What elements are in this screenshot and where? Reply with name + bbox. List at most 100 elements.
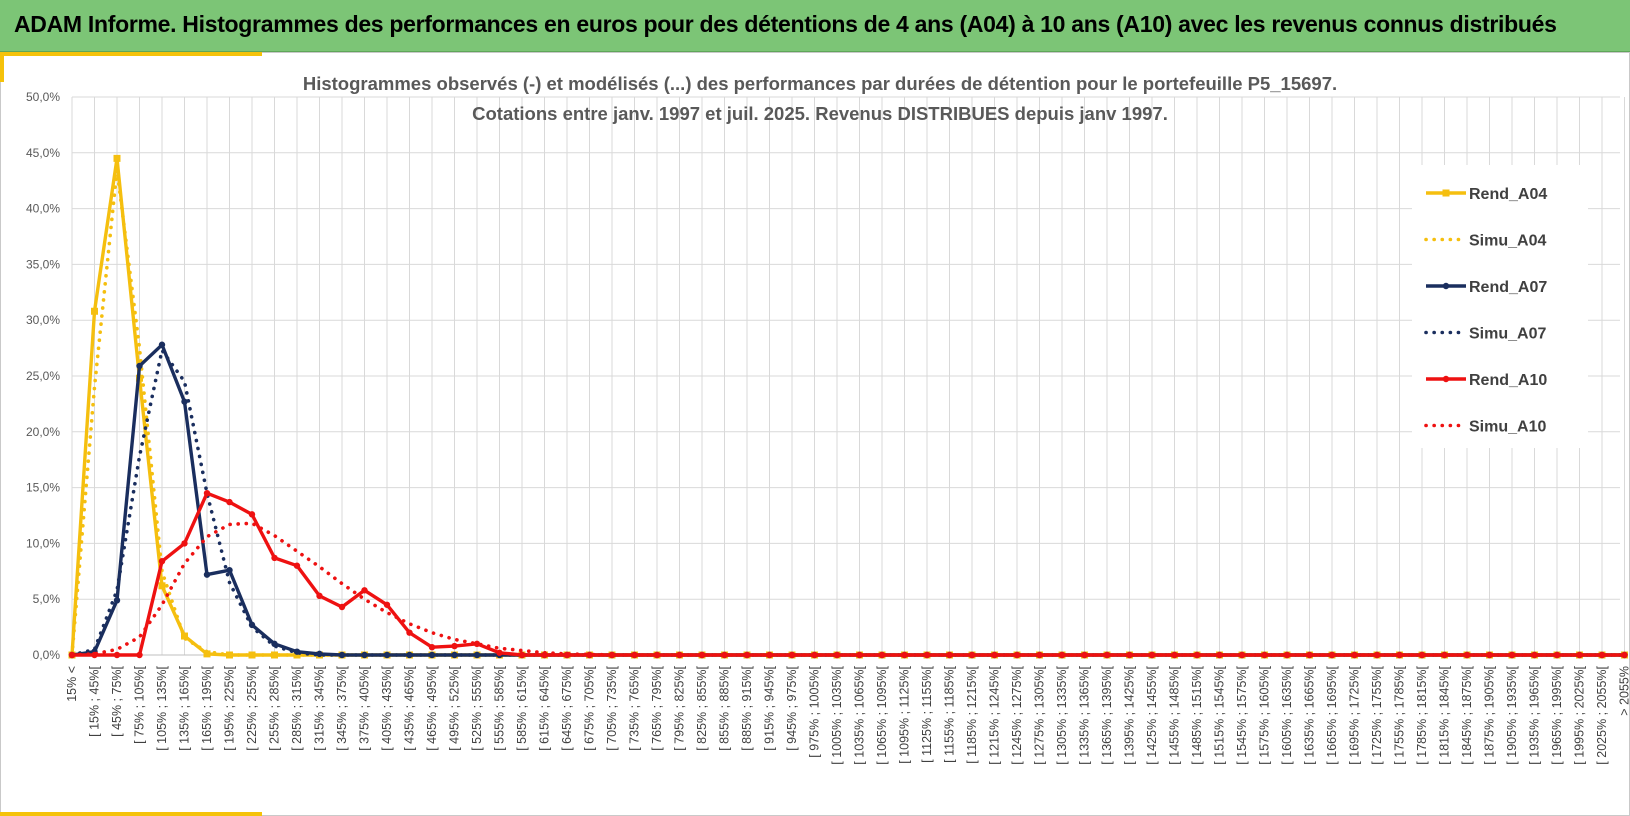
data-point-rend-a10 — [203, 489, 211, 497]
data-point-rend-a10 — [1081, 651, 1088, 659]
accent-bar-left — [0, 52, 4, 82]
x-tick-label: [ 555% ; 585%[ — [493, 665, 507, 750]
legend: Rend_A04 Simu_A04 Rend_A07 Simu_A07 Rend_A10… — [1424, 186, 1547, 436]
data-point-rend-a10 — [406, 629, 413, 636]
x-tick-label: [ 1515% ; 1545%[ — [1213, 665, 1227, 764]
x-tick-label: [ 165% ; 195%[ — [200, 665, 214, 750]
legend-label-rend-a07: Rend_A07 — [1469, 279, 1547, 296]
x-tick-label: [ 1815% ; 1845%[ — [1438, 665, 1452, 764]
x-tick-label: [ 2025% ; 2055%[ — [1595, 665, 1609, 764]
data-point-rend-a04 — [181, 632, 188, 640]
series-line-simu-a07 — [70, 348, 1627, 657]
x-tick-label: [ 915% ; 945%[ — [763, 665, 777, 750]
data-point-rend-a10 — [338, 603, 346, 611]
data-point-rend-a04 — [203, 650, 211, 658]
data-point-rend-a04 — [158, 582, 166, 590]
x-tick-label: [ 225% ; 255%[ — [245, 665, 259, 750]
x-tick-label: [ 75% ; 105%[ — [133, 665, 147, 743]
y-tick-label: 15,0% — [26, 481, 60, 495]
data-point-rend-a10 — [1306, 651, 1313, 659]
y-tick-label: 20,0% — [26, 425, 60, 439]
legend-label-simu-a04: Simu_A04 — [1469, 233, 1546, 250]
x-tick-label: [ 1875% ; 1905%[ — [1483, 665, 1497, 764]
data-point-rend-a07 — [406, 651, 413, 659]
x-tick-label: [ 1365% ; 1395%[ — [1100, 665, 1114, 764]
x-tick-label: [ 1035% ; 1065%[ — [853, 665, 867, 764]
data-point-rend-a10 — [496, 649, 503, 656]
data-point-rend-a10 — [316, 592, 323, 600]
legend-background — [1412, 165, 1588, 448]
chart-title-line-1: Histogrammes observés (-) et modélisés (… — [303, 73, 1337, 94]
x-axis-ticks: 15% < [ 15% ; 45%[[ 45% ; 75%[[ 75% ; 105… — [65, 665, 1630, 764]
data-point-rend-a10 — [1486, 651, 1493, 659]
y-tick-label: 40,0% — [26, 202, 60, 216]
data-point-rend-a10 — [676, 651, 683, 659]
x-tick-label: [ 1065% ; 1095%[ — [875, 665, 889, 764]
y-tick-label: 45,0% — [26, 146, 60, 160]
data-point-rend-a10 — [361, 587, 368, 594]
data-point-rend-a07 — [428, 651, 436, 659]
x-tick-label: [ 1485% ; 1515%[ — [1190, 665, 1204, 764]
x-tick-label: [ 1605% ; 1635%[ — [1280, 665, 1294, 764]
data-point-rend-a07 — [158, 341, 166, 348]
x-tick-label: [ 1125% ; 1155%[ — [920, 665, 934, 762]
data-point-rend-a10 — [1193, 651, 1201, 659]
y-tick-label: 30,0% — [26, 313, 60, 327]
data-point-rend-a10 — [991, 651, 998, 659]
data-point-rend-a10 — [158, 558, 166, 565]
data-point-rend-a10 — [788, 651, 796, 659]
x-tick-label: [ 975% ; 1005%[ — [808, 665, 822, 757]
x-tick-label: [ 1215% ; 1245%[ — [988, 665, 1002, 764]
x-tick-label: [ 945% ; 975%[ — [785, 665, 799, 750]
x-tick-label: [ 1455% ; 1485%[ — [1168, 665, 1182, 764]
x-tick-label: [ 585% ; 615%[ — [515, 665, 529, 750]
y-tick-label: 35,0% — [26, 257, 60, 271]
accent-bar-bottom — [0, 812, 262, 816]
x-tick-label: [ 1905% ; 1935%[ — [1505, 665, 1519, 764]
x-tick-label: [ 825% ; 855%[ — [695, 665, 709, 750]
y-axis-ticks: 0,0% 5,0% 10,0% 15,0% 20,0% 25,0% 30,0% 35,0% 40… — [26, 90, 60, 662]
legend-marker-rend-a10 — [1442, 375, 1450, 383]
x-tick-label: [ 315% ; 345%[ — [313, 665, 327, 750]
gridlines — [71, 96, 1625, 655]
x-tick-label: [ 405% ; 435%[ — [380, 665, 394, 750]
x-tick-label: [ 1545% ; 1575%[ — [1235, 665, 1249, 764]
x-tick-label: [ 495% ; 525%[ — [448, 665, 462, 750]
data-point-rend-a07 — [316, 650, 323, 658]
y-tick-label: 25,0% — [26, 369, 60, 383]
x-tick-label: [ 1845% ; 1875%[ — [1460, 665, 1474, 764]
x-tick-label: [ 1425% ; 1455%[ — [1145, 665, 1159, 764]
x-tick-label: [ 465% ; 495%[ — [425, 665, 439, 750]
data-point-rend-a10 — [518, 651, 526, 659]
x-tick-label: [ 885% ; 915%[ — [740, 665, 754, 750]
x-tick-label: [ 1095% ; 1125%[ — [898, 665, 912, 763]
accent-bar-top — [0, 52, 262, 56]
legend-label-rend-a04: Rend_A04 — [1469, 186, 1547, 203]
legend-marker-rend-a04 — [1442, 189, 1450, 197]
data-point-rend-a07 — [226, 566, 233, 574]
data-point-rend-a10 — [1508, 651, 1516, 659]
data-point-rend-a10 — [136, 651, 143, 659]
x-tick-label: [ 765% ; 795%[ — [650, 665, 664, 750]
data-point-rend-a10 — [1103, 651, 1111, 659]
data-point-rend-a10 — [113, 651, 121, 659]
page-title: ADAM Informe. Histogrammes des performan… — [14, 11, 1557, 37]
x-tick-label: [ 1785% ; 1815%[ — [1415, 665, 1429, 764]
data-point-rend-a04 — [271, 651, 278, 659]
x-tick-label: [ 1665% ; 1695%[ — [1325, 665, 1339, 764]
x-tick-label: [ 675% ; 705%[ — [583, 665, 597, 750]
x-tick-label: [ 1935% ; 1965%[ — [1528, 665, 1542, 764]
x-tick-label: [ 1335% ; 1365%[ — [1078, 665, 1092, 764]
legend-marker-rend-a07 — [1442, 282, 1450, 290]
x-tick-label: [ 795% ; 825%[ — [673, 665, 687, 750]
x-tick-label: [ 1245% ; 1275%[ — [1010, 665, 1024, 764]
x-tick-label: [ 735% ; 765%[ — [628, 665, 642, 750]
data-point-rend-a10 — [473, 640, 481, 648]
data-point-rend-a10 — [181, 540, 188, 547]
x-tick-label: [ 1305% ; 1335%[ — [1055, 665, 1069, 764]
data-point-rend-a07 — [136, 362, 143, 370]
data-point-rend-a04 — [113, 154, 121, 162]
legend-label-rend-a10: Rend_A10 — [1469, 372, 1547, 389]
x-tick-label: [ 435% ; 465%[ — [403, 665, 417, 750]
